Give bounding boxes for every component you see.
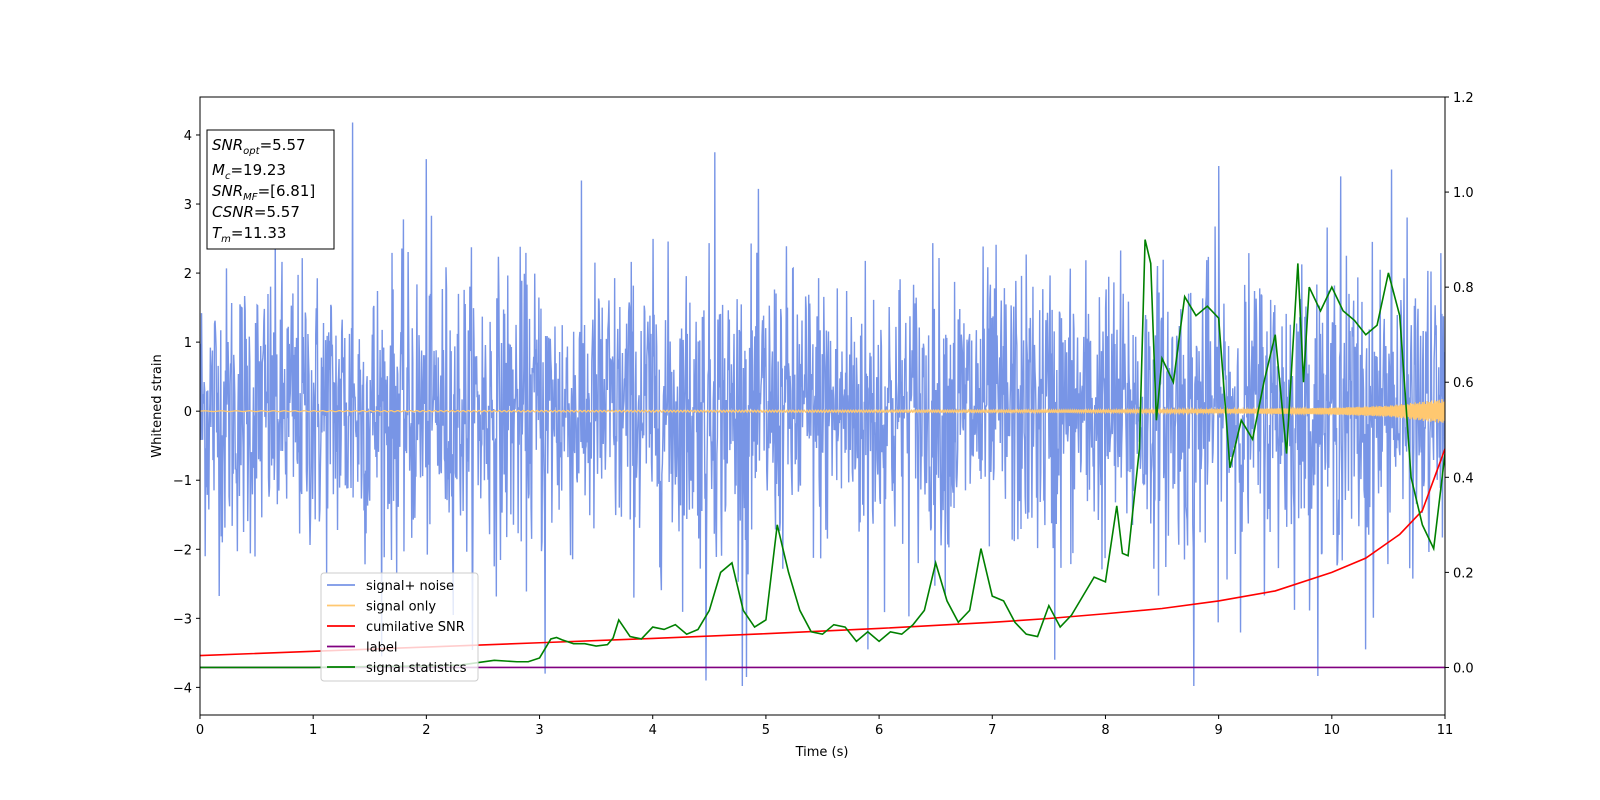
- series-cumulative-snr: [200, 448, 1445, 657]
- y-tick-label-right: 0.6: [1453, 376, 1474, 391]
- annotation-line: SNRMF=[6.81]: [212, 182, 315, 203]
- legend-entry: label: [366, 641, 397, 656]
- x-tick-label: 9: [1214, 723, 1222, 738]
- y-tick-label-left: 2: [184, 267, 192, 282]
- x-tick-label: 3: [535, 723, 543, 738]
- series-signal-statistics: [200, 239, 1445, 669]
- y-axis-label: Whitened strain: [150, 354, 165, 457]
- legend-entry: cumilative SNR: [366, 620, 465, 635]
- x-tick-label: 11: [1437, 723, 1454, 738]
- y-tick-label-left: −4: [173, 681, 192, 696]
- x-tick-label: 7: [988, 723, 996, 738]
- legend: signal+ noise signal only cumilative SNR la…: [320, 572, 479, 682]
- x-axis-label: Time (s): [795, 745, 849, 760]
- tick-layer: 0 1 2 3 4 5 6 7 8 9 10 11 −4 −3 −2 −1 0 1 2 3 4 0.0 0.2 0.4 0.6 0…: [173, 91, 1474, 738]
- legend-entry: signal statistics: [366, 661, 467, 676]
- y-tick-label-left: 1: [184, 336, 192, 351]
- annotation-line: CSNR=5.57: [212, 203, 300, 221]
- x-tick-label: 10: [1324, 723, 1341, 738]
- x-tick-label: 6: [875, 723, 883, 738]
- y-tick-label-left: 0: [184, 405, 192, 420]
- y-tick-label-left: −3: [173, 612, 192, 627]
- y-tick-label-left: 3: [184, 198, 192, 213]
- y-tick-label-right: 0.2: [1453, 566, 1474, 581]
- annotation-box: SNRopt=5.57 Mc=19.23SNRMF=[6.81]CSNR=5.57…: [206, 129, 335, 250]
- x-tick-label: 5: [762, 723, 770, 738]
- series-signal-noise: [200, 122, 1445, 687]
- legend-entry: signal only: [366, 600, 436, 615]
- x-tick-label: 4: [649, 723, 657, 738]
- legend-entry: signal+ noise: [366, 579, 454, 594]
- annotation-line: SNRopt=5.57: [212, 136, 306, 157]
- y-tick-label-left: −1: [173, 474, 192, 489]
- x-tick-label: 0: [196, 723, 204, 738]
- y-tick-label-right: 0.0: [1453, 661, 1474, 676]
- plot-frame: [199, 96, 1446, 716]
- y-tick-label-right: 1.0: [1453, 186, 1474, 201]
- y-tick-label-right: 1.2: [1453, 91, 1474, 106]
- y-tick-label-right: 0.8: [1453, 281, 1474, 296]
- y-tick-label-left: −2: [173, 543, 192, 558]
- series-signal-only: [200, 399, 1445, 423]
- x-tick-label: 8: [1101, 723, 1109, 738]
- y-tick-label-right: 0.4: [1453, 471, 1474, 486]
- x-tick-label: 1: [309, 723, 317, 738]
- annotation-line: Mc=19.23: [212, 161, 286, 182]
- annotation-line: Tm=11.33: [212, 224, 286, 245]
- y-tick-label-left: 4: [184, 129, 192, 144]
- x-tick-label: 2: [422, 723, 430, 738]
